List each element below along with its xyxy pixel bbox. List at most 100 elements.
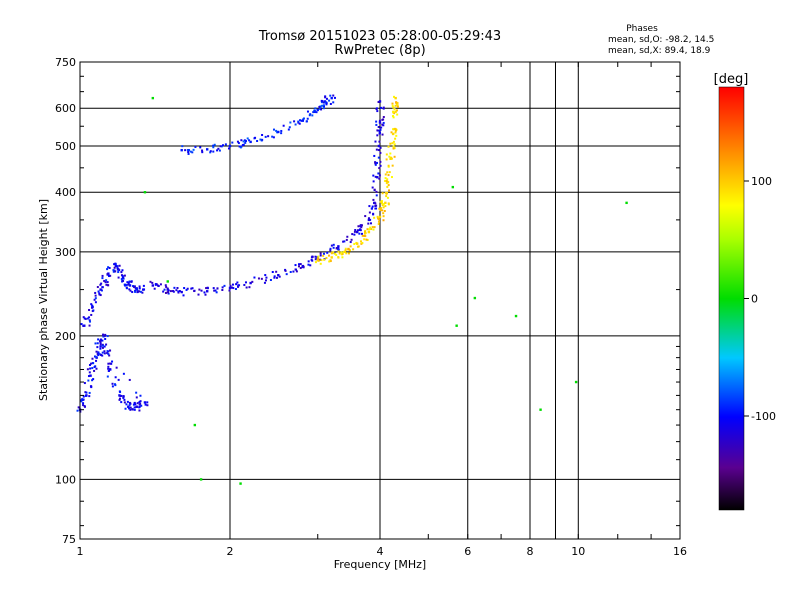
data-point	[100, 354, 103, 357]
data-point	[307, 263, 310, 266]
data-point	[206, 286, 209, 289]
data-point	[311, 114, 314, 117]
data-point	[107, 362, 110, 365]
data-point	[388, 189, 391, 192]
data-point	[382, 219, 385, 222]
data-point	[260, 139, 263, 142]
data-point	[372, 228, 375, 231]
data-point	[392, 128, 395, 131]
data-point	[335, 253, 338, 256]
data-point	[97, 351, 100, 354]
data-point	[394, 137, 397, 140]
data-point	[244, 281, 247, 284]
data-point	[123, 398, 126, 401]
x-axis: 1 2 4 6 8 10 16	[77, 62, 687, 558]
y-tick-label: 300	[55, 246, 76, 259]
data-point	[392, 106, 395, 109]
data-point	[180, 290, 183, 294]
data-point	[91, 367, 94, 370]
data-point	[264, 279, 267, 282]
data-point	[395, 103, 398, 106]
data-point	[136, 402, 139, 405]
data-point	[329, 249, 332, 252]
data-point	[371, 186, 374, 189]
data-point	[374, 161, 377, 164]
data-point	[122, 395, 125, 398]
data-point	[319, 252, 322, 255]
data-point	[103, 345, 106, 348]
data-point	[391, 164, 394, 167]
data-point	[388, 171, 391, 174]
data-point	[393, 155, 396, 158]
data-point	[243, 139, 246, 142]
data-point	[229, 284, 232, 287]
data-point	[386, 185, 389, 188]
data-point	[299, 263, 302, 266]
data-point	[308, 114, 311, 117]
data-point	[332, 251, 335, 254]
data-point	[108, 266, 111, 269]
data-point	[167, 292, 170, 295]
data-point	[83, 382, 86, 385]
data-point	[201, 151, 204, 154]
data-point	[368, 228, 371, 231]
data-point	[92, 362, 95, 365]
data-point	[99, 341, 102, 344]
data-point	[473, 296, 477, 300]
data-point	[135, 405, 138, 408]
data-point	[387, 164, 390, 167]
data-point	[82, 324, 85, 327]
data-point	[130, 280, 133, 283]
data-point	[381, 133, 384, 136]
data-point	[131, 291, 134, 294]
data-point	[390, 157, 393, 160]
data-point	[625, 201, 628, 205]
data-point	[377, 172, 380, 175]
data-point	[376, 110, 379, 113]
data-point	[329, 102, 332, 105]
data-point	[375, 207, 378, 210]
data-point	[90, 313, 93, 316]
data-point	[272, 136, 275, 139]
data-point	[110, 362, 113, 365]
data-point	[133, 406, 136, 409]
data-point	[114, 376, 117, 379]
data-point	[113, 263, 116, 266]
colorbar	[718, 86, 745, 511]
data-point	[128, 280, 131, 283]
data-point	[104, 337, 107, 340]
data-point	[394, 129, 397, 132]
data-point	[166, 288, 169, 291]
data-point	[385, 153, 388, 156]
data-point	[106, 375, 109, 378]
data-point	[379, 160, 382, 163]
data-point	[88, 308, 91, 311]
data-point	[128, 378, 131, 381]
data-point	[322, 252, 325, 255]
data-point	[135, 287, 138, 290]
data-point	[382, 203, 385, 206]
y-tick-label: 600	[55, 102, 76, 115]
data-point	[105, 343, 108, 346]
data-point	[379, 209, 382, 212]
data-point	[354, 229, 357, 232]
data-point	[317, 258, 320, 261]
data-point	[382, 116, 385, 119]
data-point	[374, 140, 377, 143]
data-point	[151, 96, 155, 100]
data-point	[366, 228, 369, 231]
data-point	[118, 397, 121, 400]
data-point	[539, 408, 542, 411]
data-point	[236, 140, 239, 143]
data-point	[378, 207, 381, 210]
data-point	[189, 150, 192, 153]
data-point	[92, 309, 95, 312]
data-point	[237, 285, 240, 288]
colorbar-ticks: 100 0 -100	[744, 175, 776, 423]
data-point	[219, 145, 222, 148]
data-point	[109, 274, 112, 277]
y-tick-label: 750	[55, 56, 76, 69]
x-tick-label: 1	[77, 545, 84, 558]
data-point	[124, 284, 127, 287]
data-point	[101, 346, 104, 349]
